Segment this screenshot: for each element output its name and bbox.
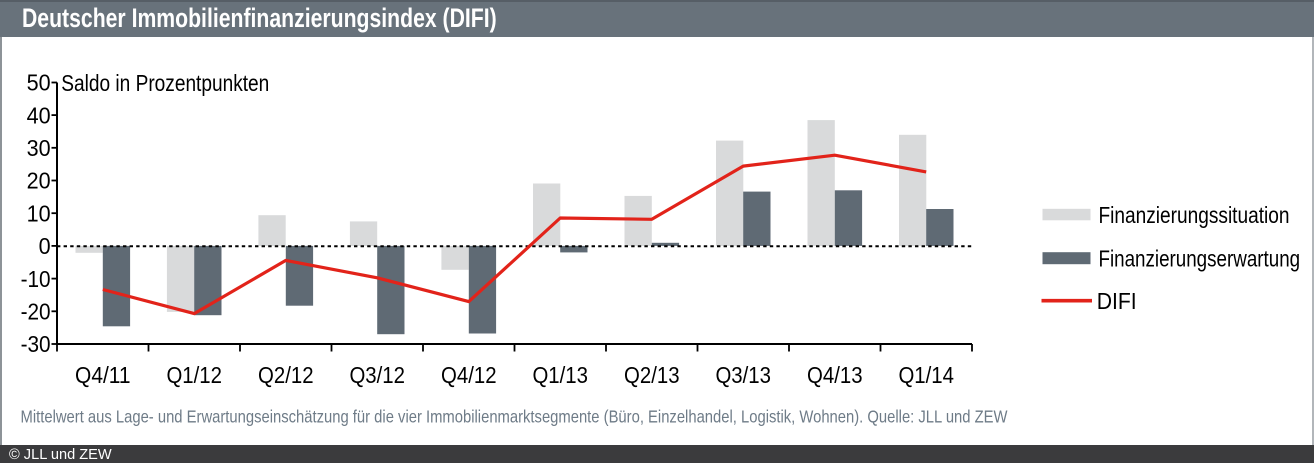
svg-text:Q4/12: Q4/12: [441, 362, 497, 388]
svg-text:0: 0: [39, 233, 51, 259]
svg-text:Q3/13: Q3/13: [715, 362, 771, 388]
svg-text:-20: -20: [21, 299, 51, 325]
svg-text:Finanzierungssituation: Finanzierungssituation: [1099, 202, 1290, 228]
svg-text:Q3/12: Q3/12: [349, 362, 405, 388]
svg-text:Q1/14: Q1/14: [898, 362, 954, 388]
svg-text:Q4/11: Q4/11: [75, 362, 131, 388]
svg-text:30: 30: [27, 135, 51, 161]
svg-text:Finanzierungserwartung: Finanzierungserwartung: [1099, 245, 1301, 271]
svg-text:20: 20: [27, 168, 51, 194]
svg-text:10: 10: [27, 200, 51, 226]
svg-text:Q1/13: Q1/13: [532, 362, 588, 388]
svg-text:Saldo in Prozentpunkten: Saldo in Prozentpunkten: [61, 70, 269, 96]
svg-text:Mittelwert aus Lage- und Erwar: Mittelwert aus Lage- und Erwartungseinsc…: [21, 406, 1008, 426]
svg-text:-10: -10: [21, 266, 51, 292]
svg-text:-30: -30: [21, 331, 51, 357]
svg-text:DIFI: DIFI: [1097, 288, 1137, 314]
svg-text:Q1/12: Q1/12: [166, 362, 222, 388]
svg-text:Q2/13: Q2/13: [624, 362, 680, 388]
svg-text:40: 40: [27, 102, 51, 128]
svg-text:Q4/13: Q4/13: [807, 362, 863, 388]
svg-text:Q2/12: Q2/12: [258, 362, 314, 388]
svg-text:50: 50: [27, 70, 51, 96]
